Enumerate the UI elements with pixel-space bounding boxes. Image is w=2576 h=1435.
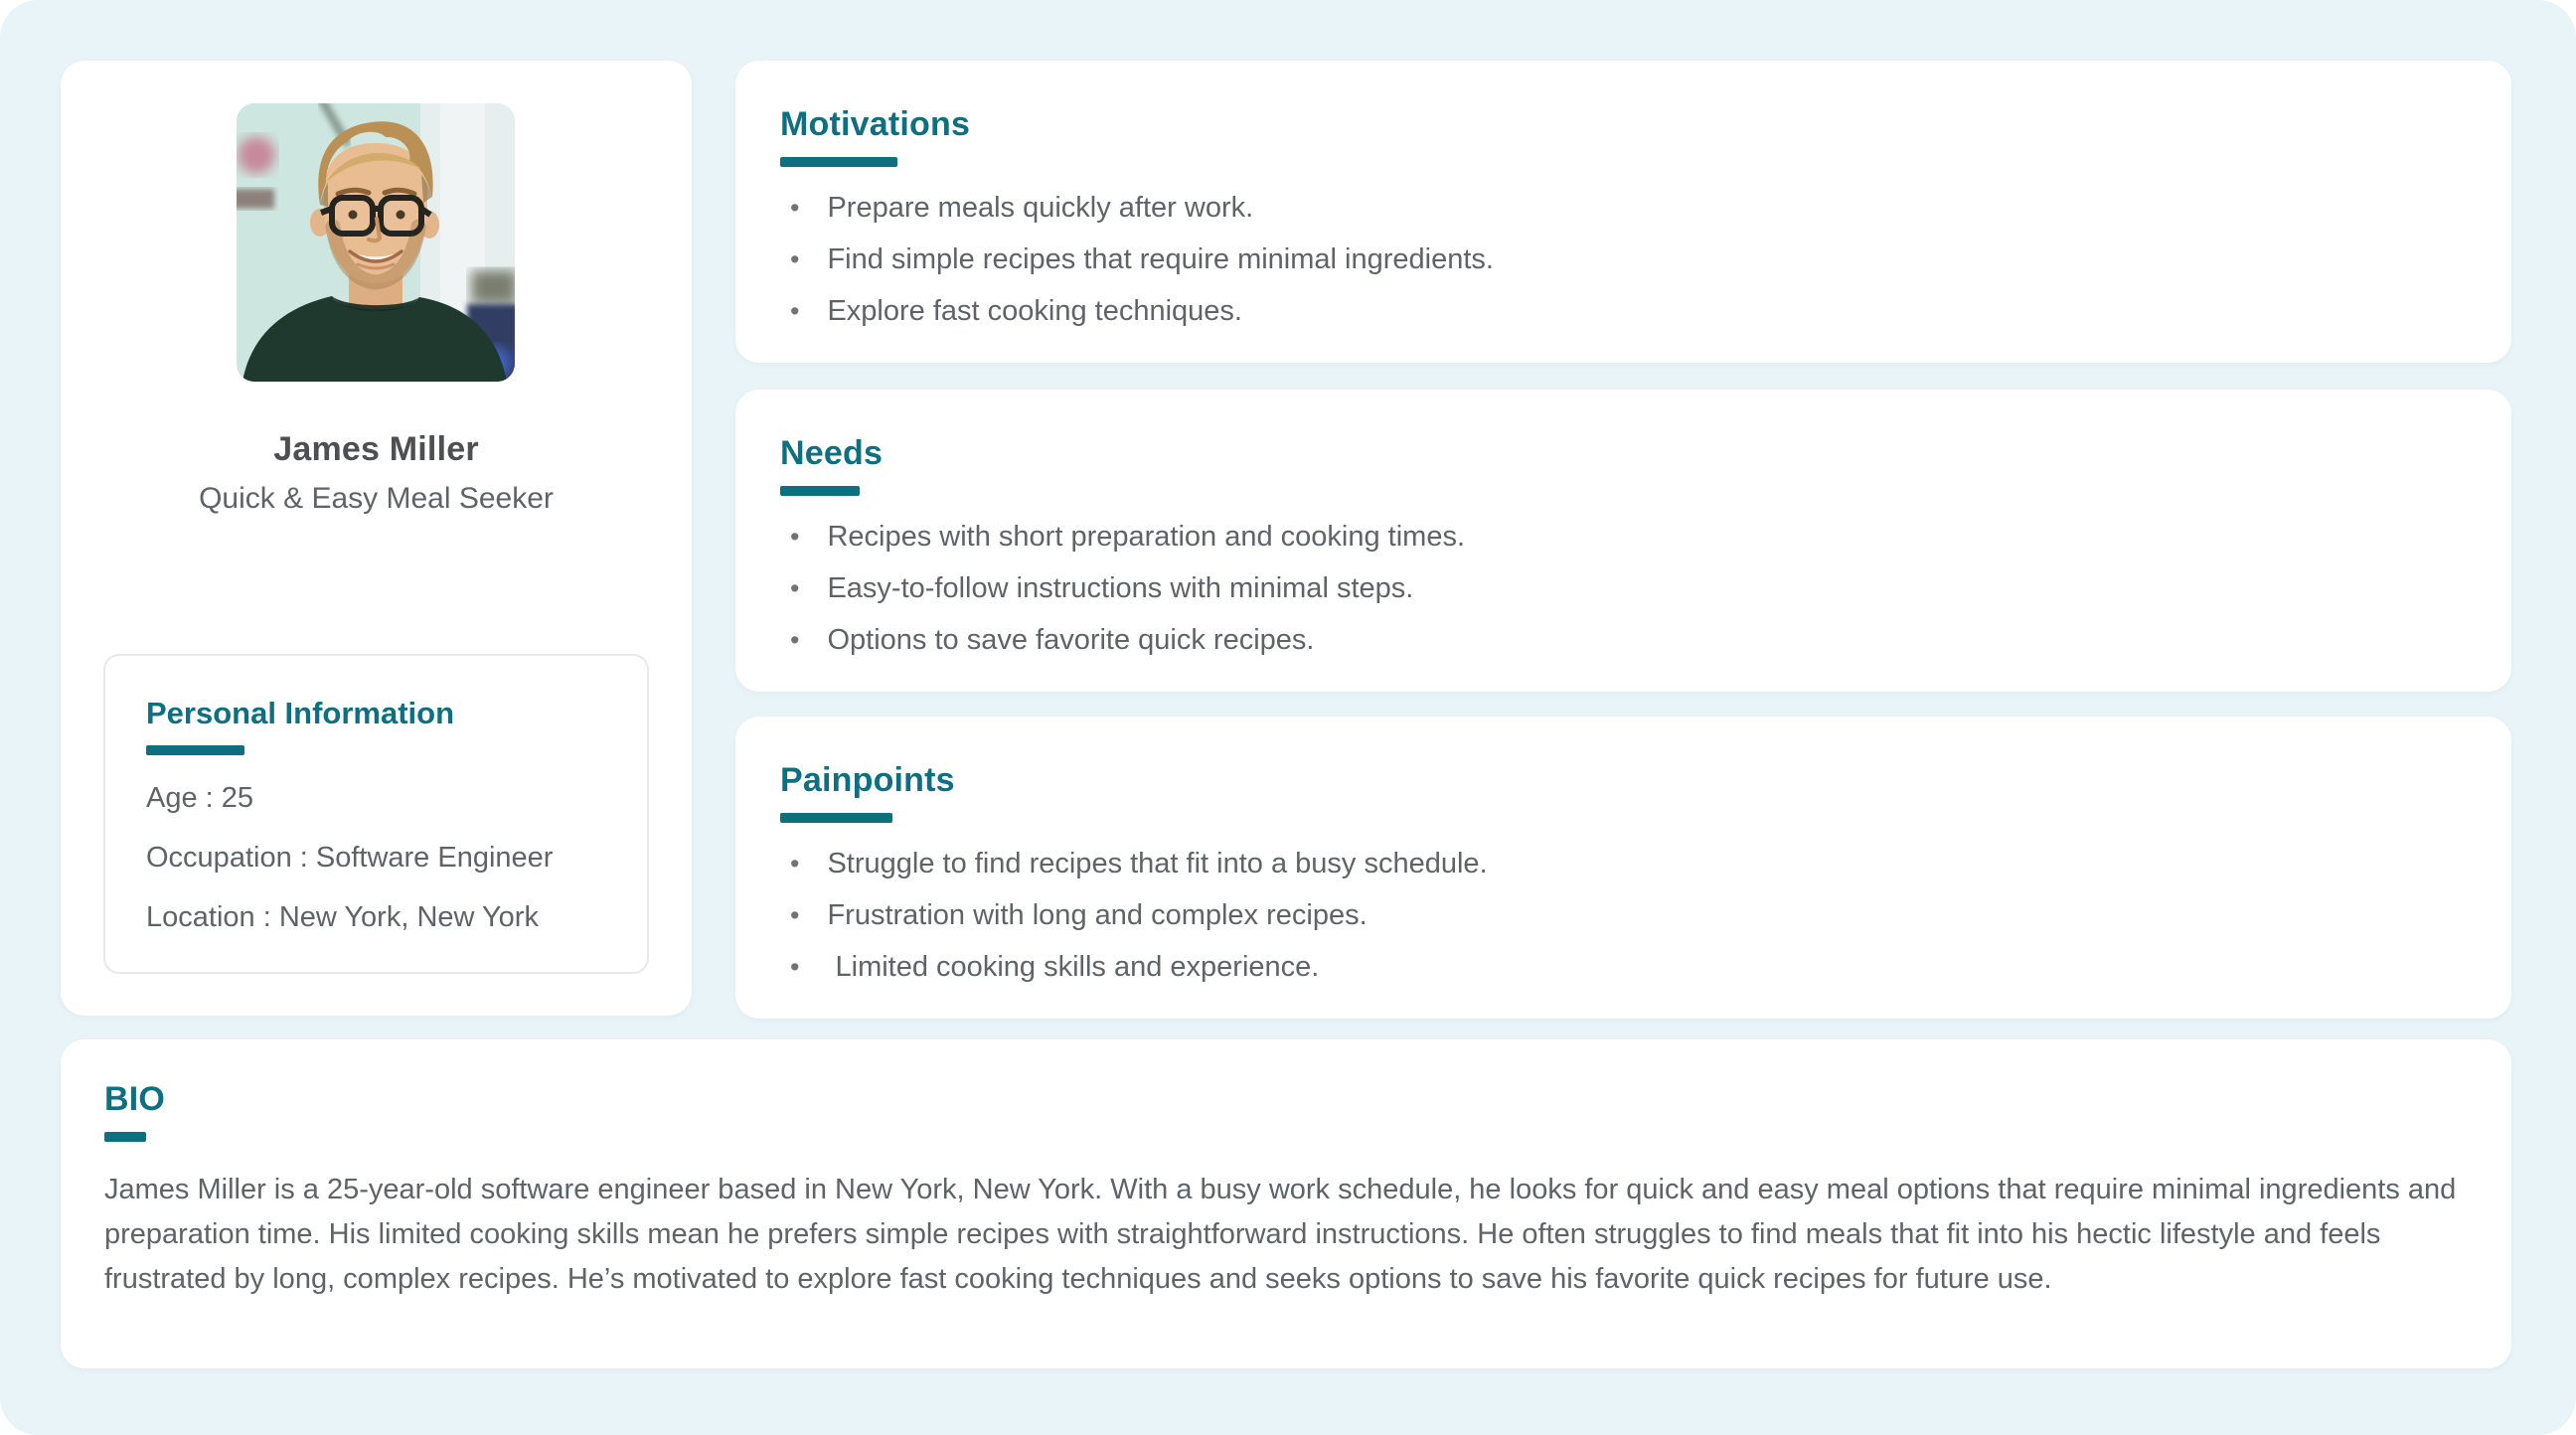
personal-information-title: Personal Information — [146, 696, 455, 730]
man-with-glasses-portrait-icon — [237, 103, 515, 382]
personal-info-location: Location : New York, New York — [146, 901, 539, 933]
motivations-list: Prepare meals quickly after work. Find s… — [780, 191, 2472, 329]
needs-title: Needs — [780, 434, 884, 472]
persona-name: James Miller — [273, 430, 479, 468]
needs-list: Recipes with short preparation and cooki… — [780, 520, 2472, 658]
personal-info-age: Age : 25 — [146, 782, 254, 814]
list-item: Recipes with short preparation and cooki… — [790, 520, 2472, 555]
painpoints-list: Struggle to find recipes that fit into a… — [780, 847, 2472, 985]
personal-information-underline — [146, 745, 244, 755]
list-item: Explore fast cooking techniques. — [790, 294, 2472, 329]
painpoints-title: Painpoints — [780, 761, 955, 799]
bio-text: James Miller is a 25-year-old software e… — [104, 1174, 2457, 1295]
motivations-title: Motivations — [780, 105, 971, 143]
painpoints-card: Painpoints Struggle to find recipes that… — [735, 717, 2511, 1019]
personal-information-card: Personal Information Age : 25 Occupation… — [103, 654, 649, 974]
list-item: Struggle to find recipes that fit into a… — [790, 847, 2472, 881]
personal-info-occupation: Occupation : Software Engineer — [146, 842, 554, 874]
list-item: Limited cooking skills and experience. — [790, 950, 2472, 985]
list-item: Easy-to-follow instructions with minimal… — [790, 571, 2472, 606]
painpoints-underline — [780, 813, 892, 823]
bio-underline — [104, 1132, 146, 1142]
bio-card: BIO James Miller is a 25-year-old softwa… — [61, 1039, 2511, 1368]
profile-card: James Miller Quick & Easy Meal Seeker Pe… — [61, 61, 692, 1016]
needs-card: Needs Recipes with short preparation and… — [735, 390, 2511, 692]
motivations-underline — [780, 157, 897, 167]
persona-tagline: Quick & Easy Meal Seeker — [199, 482, 554, 515]
list-item: Prepare meals quickly after work. — [790, 191, 2472, 226]
motivations-card: Motivations Prepare meals quickly after … — [735, 61, 2511, 363]
list-item: Options to save favorite quick recipes. — [790, 623, 2472, 658]
list-item: Find simple recipes that require minimal… — [790, 242, 2472, 277]
list-item: Frustration with long and complex recipe… — [790, 898, 2472, 933]
profile-photo — [237, 103, 515, 382]
needs-underline — [780, 486, 860, 496]
bio-title: BIO — [104, 1080, 166, 1118]
